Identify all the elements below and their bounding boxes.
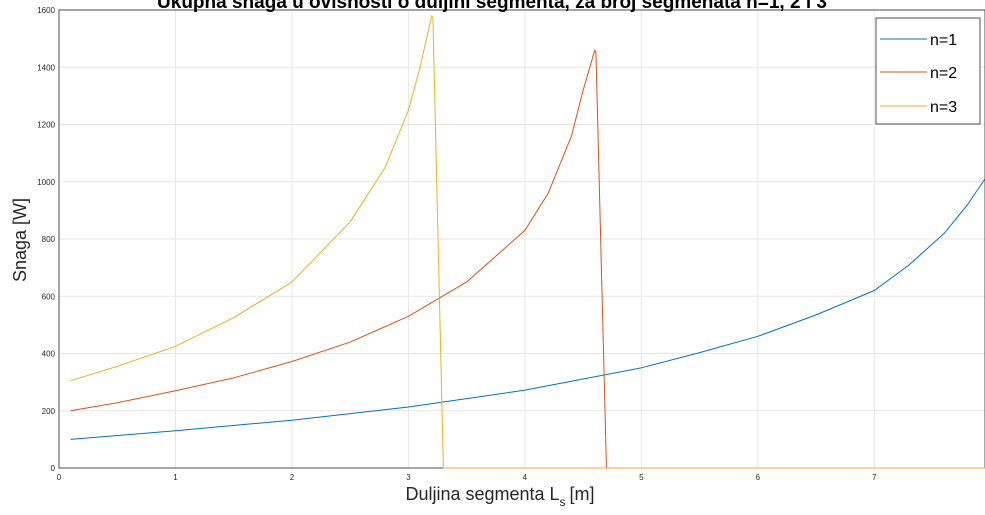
tick-labels: 0 1 2 3 4 5 6 7 0 200 400 600 800 1000 1200 1400 1600 xyxy=(37,6,877,482)
x-axis-label-main: Duljina segmenta L xyxy=(405,484,559,504)
series-line-n3 xyxy=(70,15,985,469)
x-tick-label: 4 xyxy=(523,473,528,482)
series-lines xyxy=(70,15,985,469)
x-tick-label: 0 xyxy=(57,473,62,482)
x-tick-label: 5 xyxy=(639,473,644,482)
x-tick-label: 6 xyxy=(756,473,761,482)
grid xyxy=(58,9,985,469)
legend: n=1 n=2 n=3 xyxy=(875,17,981,125)
series-line-n1 xyxy=(70,178,985,440)
legend-entry-n2: n=2 xyxy=(930,65,957,82)
y-axis-label: Snaga [W] xyxy=(10,198,30,282)
y-tick-label: 200 xyxy=(42,407,56,416)
series-line-n2 xyxy=(70,49,985,469)
y-tick-label: 1200 xyxy=(37,121,55,130)
y-tick-label: 600 xyxy=(42,292,56,301)
y-tick-label: 0 xyxy=(51,464,56,473)
x-tick-label: 1 xyxy=(173,473,178,482)
y-tick-label: 800 xyxy=(42,235,56,244)
x-axis-label: Duljina segmenta Ls [m] xyxy=(405,484,594,509)
chart-title: Ukupna snaga u ovisnosti o duljini segme… xyxy=(157,0,827,13)
legend-entry-n3: n=3 xyxy=(930,99,957,116)
y-tick-label: 1600 xyxy=(37,6,55,15)
x-axis-label-subscript: s xyxy=(560,495,566,509)
x-axis-label-unit: [m] xyxy=(570,484,595,504)
y-tick-label: 1400 xyxy=(37,63,55,72)
legend-entry-n1: n=1 xyxy=(930,32,957,49)
x-tick-label: 2 xyxy=(290,473,295,482)
x-tick-label: 3 xyxy=(406,473,411,482)
y-tick-label: 400 xyxy=(42,350,56,359)
x-tick-label: 7 xyxy=(872,473,877,482)
legend-box xyxy=(875,17,981,125)
y-tick-label: 1000 xyxy=(37,178,55,187)
